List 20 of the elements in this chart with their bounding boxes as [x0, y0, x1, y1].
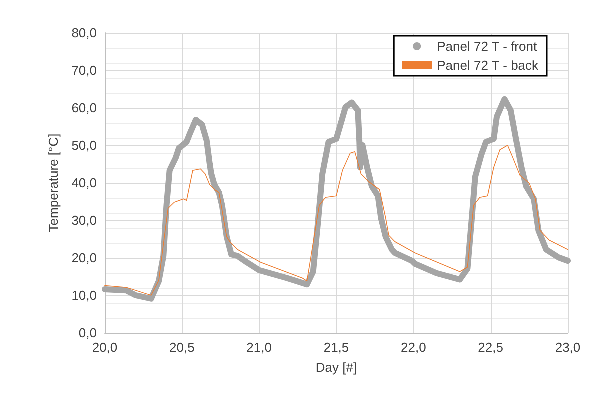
x-tick-label: 20,0: [92, 340, 118, 355]
x-tick-label: 21,5: [324, 340, 350, 355]
legend-label: Panel 72 T - front: [437, 39, 538, 54]
y-tick-label: 30,0: [72, 213, 97, 228]
legend-label: Panel 72 T - back: [437, 58, 540, 73]
y-tick-label: 50,0: [72, 138, 97, 153]
y-tick-label: 60,0: [72, 100, 97, 116]
x-tick-label: 21,0: [246, 340, 272, 355]
x-tick-label: 22,0: [401, 340, 426, 355]
y-tick-label: 20,0: [72, 250, 97, 266]
x-axis-title: Day [#]: [316, 360, 358, 375]
x-tick-label: 22,5: [478, 340, 504, 355]
y-axis-title: Temperature [°C]: [46, 134, 61, 232]
y-tick-label: 0,0: [78, 326, 97, 340]
y-tick-label: 70,0: [72, 63, 97, 78]
x-tick-label: 23,0: [555, 340, 581, 355]
y-tick-label: 40,0: [72, 176, 97, 190]
y-tick-label: 80,0: [72, 26, 97, 40]
x-tick-label: 20,5: [170, 340, 195, 355]
y-tick-label: 10,0: [72, 288, 97, 303]
